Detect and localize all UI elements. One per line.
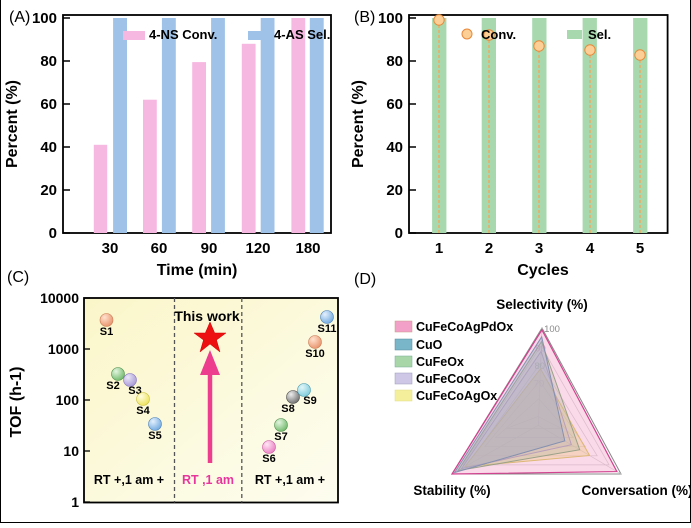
svg-text:Sel.: Sel.: [588, 27, 611, 42]
svg-text:120: 120: [245, 240, 270, 257]
svg-text:100: 100: [378, 10, 403, 27]
svg-text:3: 3: [535, 240, 543, 257]
svg-text:(C): (C): [7, 269, 29, 286]
svg-text:CuFeOx: CuFeOx: [416, 355, 464, 369]
svg-text:0: 0: [395, 225, 403, 242]
svg-text:5: 5: [636, 240, 644, 257]
svg-text:Selectivity (%): Selectivity (%): [496, 297, 588, 312]
svg-text:60: 60: [151, 240, 168, 257]
svg-text:S8: S8: [281, 403, 294, 415]
svg-text:1: 1: [435, 240, 443, 257]
svg-text:80: 80: [386, 53, 403, 70]
svg-text:20: 20: [386, 182, 403, 199]
svg-text:Conv.: Conv.: [481, 27, 516, 42]
svg-text:1: 1: [71, 494, 79, 510]
svg-text:S1: S1: [100, 326, 113, 338]
svg-text:This work: This work: [174, 308, 240, 324]
svg-text:S10: S10: [305, 348, 325, 360]
svg-text:S2: S2: [106, 380, 119, 392]
svg-text:10000: 10000: [40, 290, 79, 306]
svg-text:TOF (h-1): TOF (h-1): [8, 367, 25, 438]
svg-text:Percent (%): Percent (%): [350, 80, 367, 168]
svg-text:Conversation (%): Conversation (%): [581, 483, 691, 498]
svg-text:80: 80: [40, 53, 57, 70]
svg-text:4-AS Sel.: 4-AS Sel.: [274, 27, 330, 42]
svg-text:S9: S9: [303, 395, 316, 407]
svg-text:100: 100: [544, 324, 560, 335]
svg-text:2: 2: [485, 240, 493, 257]
svg-text:(B): (B): [354, 9, 375, 26]
svg-text:10: 10: [63, 443, 79, 459]
svg-text:4-NS Conv.: 4-NS Conv.: [149, 27, 217, 42]
svg-text:30: 30: [102, 240, 119, 257]
svg-text:CuFeCoAgPdOx: CuFeCoAgPdOx: [416, 320, 513, 334]
svg-text:S6: S6: [262, 453, 275, 465]
svg-text:S11: S11: [318, 323, 337, 335]
svg-text:RT +,1 am +: RT +,1 am +: [255, 473, 325, 487]
svg-text:100: 100: [56, 392, 80, 408]
svg-text:Stability (%): Stability (%): [413, 483, 490, 498]
svg-text:CuFeCoOx: CuFeCoOx: [416, 372, 481, 386]
svg-text:(D): (D): [354, 271, 376, 288]
svg-text:60: 60: [386, 96, 403, 113]
svg-text:CuFeCoAgOx: CuFeCoAgOx: [416, 389, 497, 403]
svg-text:S7: S7: [274, 431, 287, 443]
svg-text:RT ,1 am: RT ,1 am: [182, 473, 234, 487]
svg-text:(A): (A): [9, 9, 30, 26]
svg-text:60: 60: [40, 96, 57, 113]
svg-text:S5: S5: [148, 430, 161, 442]
svg-text:100: 100: [32, 10, 57, 27]
svg-text:40: 40: [386, 139, 403, 156]
svg-text:90: 90: [201, 240, 218, 257]
svg-text:RT +,1 am +: RT +,1 am +: [94, 473, 164, 487]
svg-text:CuO: CuO: [416, 338, 443, 352]
svg-text:1000: 1000: [48, 341, 79, 357]
svg-text:40: 40: [40, 139, 57, 156]
svg-text:S4: S4: [136, 405, 150, 417]
svg-text:180: 180: [295, 240, 320, 257]
svg-text:0: 0: [49, 225, 57, 242]
svg-text:Percent (%): Percent (%): [4, 80, 21, 168]
svg-text:20: 20: [40, 182, 57, 199]
svg-text:4: 4: [586, 240, 595, 257]
